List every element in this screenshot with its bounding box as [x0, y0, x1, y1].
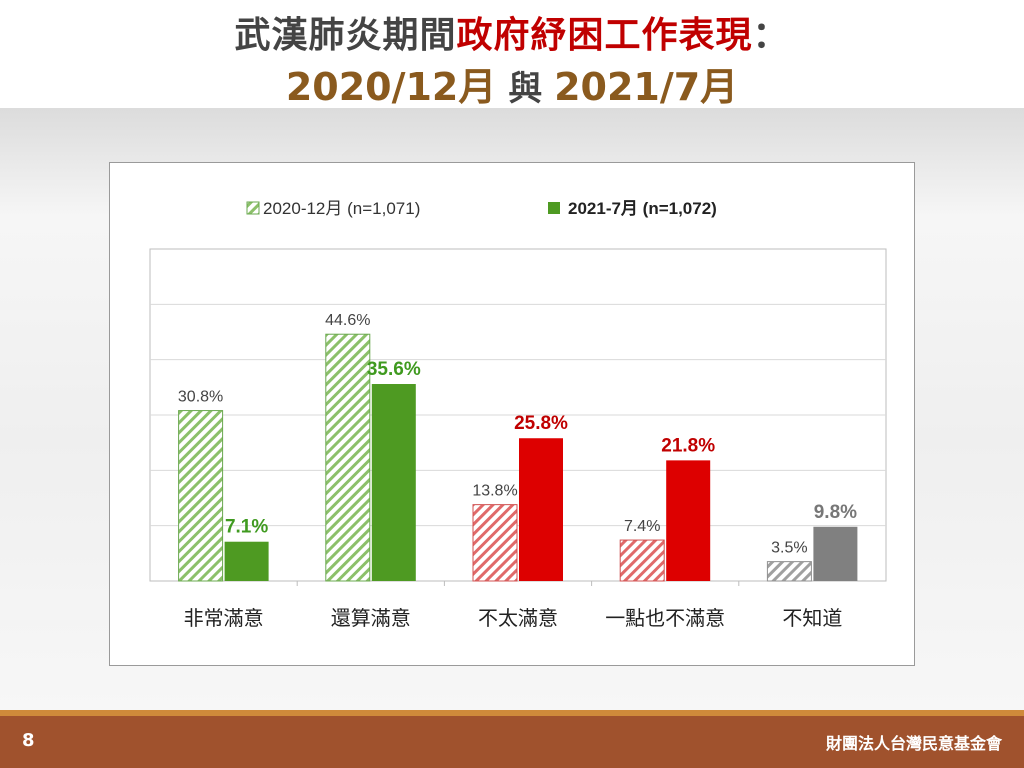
- page-number: 8: [22, 730, 35, 751]
- bar-series-2-1: [371, 384, 416, 581]
- bar-series-1-4: [766, 561, 812, 582]
- category-label-4: 不知道: [782, 607, 842, 630]
- bars: [178, 333, 858, 582]
- value-label-series-2-2: 25.8%: [514, 413, 568, 434]
- bar-series-2-4: [813, 526, 858, 581]
- slide-title: 武漢肺炎期間政府紓困工作表現：: [0, 6, 1024, 58]
- value-label-series-1-1: 44.6%: [325, 312, 370, 329]
- bar-series-1-3: [619, 539, 665, 582]
- title-part3: ：: [752, 15, 790, 56]
- value-label-series-1-2: 13.8%: [472, 483, 517, 500]
- title-area: 武漢肺炎期間政府紓困工作表現： 2020/12月 與 2021/7月: [0, 0, 1024, 111]
- category-label-2: 不太滿意: [478, 607, 558, 630]
- bar-series-2-2: [519, 438, 563, 581]
- bar-chart: 2020-12月 (n=1,071) 2021-7月 (n=1,072) 30.8…: [149, 199, 887, 630]
- value-label-series-1-3: 7.4%: [624, 518, 660, 535]
- bar-series-1-1: [325, 333, 371, 582]
- value-label-series-2-3: 21.8%: [661, 435, 715, 456]
- value-label-series-1-4: 3.5%: [771, 540, 807, 557]
- subtitle-mid: 與: [496, 69, 555, 109]
- legend-label-series-2: 2021-7月 (n=1,072): [568, 199, 717, 218]
- bar-series-2-0: [224, 541, 269, 581]
- bar-series-1-0: [178, 410, 224, 582]
- subtitle-left: 2020/12月: [285, 65, 497, 109]
- value-label-series-1-0: 30.8%: [178, 389, 223, 406]
- legend-swatch-solid: [548, 202, 560, 214]
- organization-name: 財團法人台灣民意基金會: [825, 734, 1002, 753]
- bar-series-2-3: [666, 460, 711, 581]
- value-label-series-2-4: 9.8%: [814, 502, 857, 523]
- chart-legend: 2020-12月 (n=1,071) 2021-7月 (n=1,072): [246, 199, 717, 218]
- grid-lines: [150, 303, 886, 527]
- value-label-series-2-0: 7.1%: [225, 517, 268, 538]
- legend-label-series-1: 2020-12月 (n=1,071): [263, 199, 420, 218]
- category-label-1: 還算滿意: [331, 607, 411, 630]
- title-part2: 政府紓困工作表現: [456, 15, 753, 56]
- value-labels: 30.8% 7.1% 44.6% 35.6% 13.8% 25.8% 7.4% 21.8% 3.…: [178, 312, 857, 556]
- slide-subtitle: 2020/12月 與 2021/7月: [0, 56, 1024, 111]
- category-labels: 非常滿意 還算滿意 不太滿意 一點也不滿意 不知道: [184, 581, 842, 630]
- legend-swatch-hatched: [246, 201, 260, 215]
- value-label-series-2-1: 35.6%: [367, 359, 421, 380]
- chart-panel: 2020-12月 (n=1,071) 2021-7月 (n=1,072) 30.8…: [109, 162, 915, 666]
- bar-series-1-2: [472, 504, 518, 582]
- category-label-3: 一點也不滿意: [605, 607, 725, 630]
- subtitle-right: 2021/7月: [554, 65, 739, 109]
- title-part1: 武漢肺炎期間: [234, 15, 457, 56]
- footer-bar: [0, 710, 1024, 768]
- category-label-0: 非常滿意: [184, 607, 264, 630]
